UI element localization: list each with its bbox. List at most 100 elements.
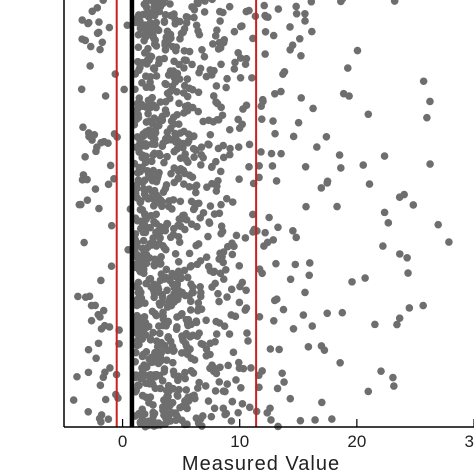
data-point — [384, 219, 393, 227]
data-point — [234, 143, 243, 151]
data-point — [186, 133, 195, 141]
x-axis-ticks: 0 10 20 30 — [118, 419, 474, 451]
data-point — [153, 342, 162, 351]
data-point — [336, 359, 344, 367]
data-point — [193, 260, 202, 269]
data-point — [206, 350, 214, 359]
data-point — [222, 194, 231, 203]
data-point — [199, 153, 208, 162]
data-point — [419, 77, 428, 86]
data-point — [158, 142, 167, 150]
data-point — [176, 154, 185, 163]
data-point — [141, 176, 149, 184]
data-point — [213, 26, 221, 34]
data-point — [288, 41, 297, 49]
data-point — [162, 356, 171, 364]
data-point — [216, 363, 224, 372]
data-point — [311, 416, 319, 424]
data-point — [134, 43, 143, 52]
data-point — [139, 221, 147, 229]
data-point — [213, 99, 222, 108]
data-point — [214, 144, 223, 153]
data-point — [120, 85, 128, 94]
data-point — [348, 278, 356, 286]
data-point — [164, 397, 172, 406]
data-point — [170, 164, 178, 172]
data-point — [158, 112, 167, 121]
data-point — [144, 170, 153, 179]
data-point — [139, 236, 148, 245]
data-point — [182, 386, 191, 394]
data-point — [169, 358, 177, 367]
data-point — [242, 286, 250, 295]
data-point — [271, 129, 279, 138]
data-point — [91, 185, 100, 193]
data-point — [257, 148, 265, 156]
data-point — [210, 66, 218, 75]
data-point — [212, 187, 221, 195]
data-point — [138, 373, 147, 382]
data-point — [171, 129, 179, 138]
data-point — [156, 2, 165, 11]
data-point — [261, 228, 269, 237]
data-point — [145, 117, 154, 126]
data-point — [134, 176, 143, 184]
data-point — [371, 320, 379, 329]
data-point — [170, 284, 179, 292]
data-point — [208, 179, 216, 188]
data-point — [93, 29, 102, 38]
data-point — [309, 104, 317, 113]
data-point — [136, 24, 145, 33]
data-point — [218, 111, 227, 120]
data-point — [359, 161, 368, 169]
data-point — [221, 410, 229, 419]
data-point — [138, 151, 147, 159]
data-point — [141, 299, 149, 307]
data-point — [221, 387, 229, 396]
data-point — [292, 233, 301, 242]
data-point — [146, 239, 154, 248]
data-point — [94, 339, 103, 348]
data-point — [136, 167, 145, 176]
data-point — [123, 21, 132, 30]
data-point — [353, 46, 362, 55]
data-point — [196, 64, 205, 73]
data-point — [173, 313, 181, 321]
data-point — [205, 219, 214, 228]
data-point — [166, 0, 174, 8]
data-point — [161, 222, 170, 231]
data-point — [241, 60, 250, 68]
data-point — [158, 198, 167, 206]
data-point — [230, 242, 238, 251]
data-point — [395, 250, 404, 258]
data-point — [168, 42, 177, 51]
data-point — [323, 177, 332, 186]
data-point — [271, 90, 279, 98]
data-point — [135, 94, 144, 102]
data-point — [133, 184, 141, 193]
data-point — [202, 316, 210, 325]
data-point — [235, 364, 244, 372]
data-point — [146, 334, 155, 342]
data-point — [163, 27, 172, 36]
data-point — [157, 259, 165, 268]
data-point — [207, 412, 216, 421]
data-point — [151, 3, 159, 12]
data-point — [187, 220, 196, 229]
data-point — [107, 262, 116, 271]
data-point — [272, 177, 281, 185]
data-point — [149, 151, 157, 159]
data-point — [335, 151, 344, 159]
data-point — [163, 89, 172, 98]
data-point — [138, 244, 147, 253]
data-point — [96, 313, 104, 321]
data-point — [152, 228, 160, 237]
data-point — [189, 288, 197, 297]
data-point — [225, 2, 234, 11]
data-point — [149, 380, 157, 388]
data-point — [167, 169, 175, 178]
data-point — [193, 384, 202, 392]
data-point — [194, 240, 203, 248]
data-point — [215, 7, 224, 16]
data-point — [192, 146, 200, 154]
